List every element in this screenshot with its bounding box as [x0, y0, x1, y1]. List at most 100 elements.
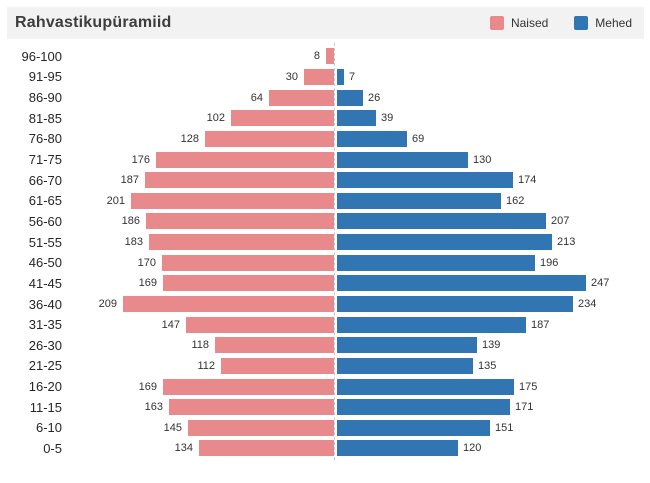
mehed-bar[interactable]: [337, 254, 535, 271]
mehed-bar[interactable]: [337, 172, 513, 189]
legend-item-mehed[interactable]: Mehed: [574, 16, 632, 30]
mehed-bar[interactable]: [337, 440, 458, 457]
naised-bar[interactable]: [149, 234, 334, 251]
pyramid-row: 31-35 147 187: [0, 314, 650, 335]
age-group-label: 71-75: [28, 152, 62, 168]
mehed-zone: 39: [335, 110, 650, 127]
mehed-bar[interactable]: [337, 275, 586, 292]
naised-bar[interactable]: [169, 399, 334, 416]
center-axis-line: [334, 43, 335, 460]
pyramid-row: 41-45 169 247: [0, 273, 650, 294]
mehed-bar[interactable]: [337, 110, 376, 127]
naised-value-label: 112: [197, 359, 215, 372]
naised-bar[interactable]: [304, 68, 334, 85]
naised-bar[interactable]: [163, 378, 334, 395]
age-group-label: 31-35: [28, 317, 62, 333]
age-group-label: 16-20: [28, 379, 62, 395]
mehed-value-label: 139: [482, 339, 501, 352]
pyramid-row: 71-75 176 130: [0, 149, 650, 170]
legend-label-mehed: Mehed: [595, 16, 632, 30]
naised-zone: 134: [62, 440, 335, 457]
age-group-label: 6-10: [35, 420, 62, 436]
mehed-bar[interactable]: [337, 337, 477, 354]
mehed-bar[interactable]: [337, 296, 573, 312]
naised-value-label: 102: [206, 112, 225, 125]
naised-zone: 183: [62, 234, 335, 251]
naised-value-label: 118: [191, 339, 209, 352]
naised-bar[interactable]: [326, 48, 334, 65]
pyramid-row: 56-60 186 207: [0, 211, 650, 232]
naised-value-label: 209: [98, 298, 117, 310]
mehed-bar[interactable]: [337, 68, 344, 85]
naised-zone: 187: [62, 172, 335, 189]
pyramid-row: 0-5 134 120: [0, 438, 650, 459]
age-group-label: 56-60: [28, 213, 62, 229]
naised-zone: 8: [62, 48, 335, 65]
mehed-bar[interactable]: [337, 151, 468, 168]
mehed-zone: 247: [335, 275, 650, 292]
naised-bar[interactable]: [231, 110, 334, 127]
legend: Naised Mehed: [489, 16, 644, 30]
age-group-label: 91-95: [28, 69, 62, 85]
naised-bar[interactable]: [188, 419, 334, 436]
mehed-bar[interactable]: [337, 419, 490, 436]
naised-bar[interactable]: [215, 337, 334, 354]
mehed-zone: 69: [335, 130, 650, 147]
naised-bar[interactable]: [205, 130, 334, 147]
mehed-value-label: 162: [506, 194, 525, 207]
mehed-bar[interactable]: [337, 192, 501, 209]
mehed-bar[interactable]: [337, 234, 552, 251]
chart-header: Rahvastikupüramiid Naised Mehed: [7, 7, 644, 39]
naised-bar[interactable]: [146, 213, 334, 230]
mehed-bar[interactable]: [337, 399, 510, 416]
naised-bar[interactable]: [163, 275, 334, 292]
age-group-label: 96-100: [21, 48, 62, 64]
mehed-bar[interactable]: [337, 89, 363, 106]
mehed-zone: 26: [335, 89, 650, 106]
mehed-bar[interactable]: [337, 130, 407, 147]
age-group-label: 86-90: [28, 90, 62, 106]
mehed-value-label: 120: [463, 442, 482, 455]
naised-bar[interactable]: [269, 89, 334, 106]
naised-bar[interactable]: [156, 151, 334, 168]
naised-bar[interactable]: [221, 357, 334, 374]
mehed-value-label: 135: [478, 359, 497, 372]
mehed-zone: 207: [335, 213, 650, 230]
naised-bar[interactable]: [123, 296, 334, 312]
naised-value-label: 170: [137, 256, 156, 269]
naised-bar[interactable]: [131, 192, 334, 209]
naised-zone: 209: [62, 296, 335, 312]
mehed-zone: 162: [335, 192, 650, 209]
mehed-bar[interactable]: [337, 357, 473, 374]
age-group-label: 11-15: [29, 399, 62, 415]
mehed-bar[interactable]: [337, 378, 514, 395]
pyramid-row: 61-65 201 162: [0, 190, 650, 211]
naised-bar[interactable]: [145, 172, 334, 189]
naised-value-label: 128: [180, 132, 199, 145]
legend-label-naised: Naised: [510, 16, 549, 30]
mehed-value-label: 234: [578, 298, 597, 310]
mehed-zone: 171: [335, 399, 650, 416]
naised-value-label: 201: [106, 194, 125, 207]
mehed-bar[interactable]: [337, 316, 526, 333]
mehed-zone: 187: [335, 316, 650, 333]
naised-value-label: 64: [250, 91, 263, 104]
naised-value-label: 183: [124, 236, 143, 249]
age-group-label: 81-85: [28, 110, 62, 126]
mehed-bar[interactable]: [337, 213, 546, 230]
naised-zone: 118: [62, 337, 335, 354]
naised-value-label: 147: [161, 318, 180, 331]
age-group-label: 41-45: [28, 275, 62, 291]
naised-bar[interactable]: [199, 440, 334, 457]
age-group-label: 66-70: [28, 172, 62, 188]
naised-zone: 128: [62, 130, 335, 147]
naised-bar[interactable]: [186, 316, 334, 333]
age-group-label: 0-5: [43, 440, 62, 456]
legend-item-naised[interactable]: Naised: [489, 16, 549, 30]
mehed-value-label: 174: [518, 174, 537, 187]
naised-bar[interactable]: [162, 254, 334, 271]
chart-title: Rahvastikupüramiid: [15, 14, 172, 31]
mehed-zone: 213: [335, 234, 650, 251]
mehed-value-label: 213: [557, 236, 576, 249]
pyramid-row: 66-70 187 174: [0, 170, 650, 191]
